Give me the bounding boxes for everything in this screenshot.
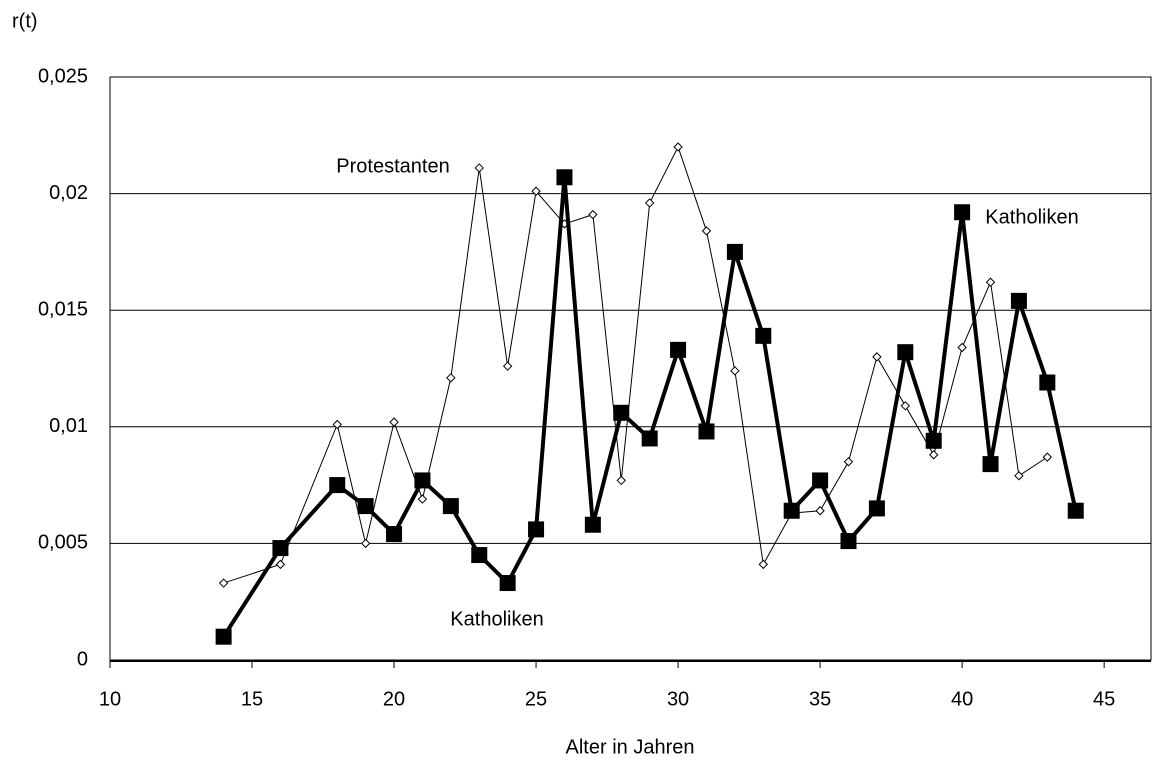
square-marker	[329, 477, 346, 494]
diamond-marker	[644, 198, 655, 208]
diamond-marker	[360, 538, 371, 549]
square-marker	[528, 521, 545, 538]
x-tick-label: 40	[951, 688, 973, 710]
series-line	[223, 145, 1048, 584]
square-marker	[1067, 502, 1084, 519]
x-tick-label: 20	[383, 688, 405, 710]
square-marker	[783, 502, 800, 519]
diamond-marker	[673, 142, 683, 152]
x-tick-label: 35	[809, 688, 831, 710]
diamond-marker	[332, 419, 342, 430]
diamond-marker	[872, 352, 882, 362]
square-marker	[471, 547, 488, 564]
square-marker	[499, 575, 516, 592]
x-tick-label: 45	[1093, 688, 1115, 710]
square-marker	[1010, 292, 1027, 309]
diamond-marker	[218, 578, 229, 588]
diamond-marker	[588, 209, 598, 220]
diamond-marker	[275, 559, 286, 570]
diamond-marker	[815, 506, 825, 516]
x-tick-label: 25	[525, 688, 547, 710]
square-marker	[812, 472, 829, 489]
square-marker	[613, 404, 630, 421]
square-marker	[897, 344, 914, 361]
diamond-marker	[758, 559, 768, 570]
square-marker	[954, 204, 971, 221]
diamond-marker	[1042, 452, 1053, 462]
square-marker	[556, 169, 573, 186]
x-tick-label: 10	[99, 688, 121, 710]
x-tick-label: 30	[667, 688, 689, 710]
y-tick-label: 0,025	[38, 65, 88, 87]
series-line	[221, 177, 1078, 638]
square-marker	[641, 430, 658, 447]
x-tick-label: 15	[241, 688, 263, 710]
square-marker	[1039, 374, 1056, 391]
series-annotation: Katholiken	[450, 608, 543, 630]
diamond-marker	[389, 417, 399, 427]
y-tick-label: 0,02	[49, 182, 88, 204]
diamond-marker	[474, 163, 484, 173]
square-marker	[272, 540, 289, 557]
square-marker	[215, 628, 232, 645]
square-marker	[414, 472, 431, 489]
square-marker	[584, 516, 601, 533]
diamond-marker	[843, 457, 854, 467]
diamond-marker	[701, 226, 712, 236]
diamond-marker	[446, 373, 456, 383]
square-marker	[726, 243, 743, 260]
y-tick-label: 0,01	[49, 415, 88, 437]
square-marker	[982, 456, 999, 473]
series-annotation: Protestanten	[336, 155, 449, 177]
square-marker	[357, 498, 374, 515]
square-marker	[670, 341, 687, 358]
y-axis-label: r(t)	[12, 10, 38, 32]
square-marker	[442, 498, 459, 515]
y-tick-label: 0	[77, 648, 88, 670]
square-marker	[386, 526, 403, 543]
square-marker	[698, 423, 715, 440]
square-marker	[840, 533, 857, 550]
y-tick-label: 0,005	[38, 532, 88, 554]
diamond-marker	[1014, 471, 1024, 481]
square-marker	[868, 500, 885, 517]
series-annotation: Katholiken	[985, 206, 1078, 228]
diamond-marker	[730, 366, 740, 376]
diamond-marker	[531, 186, 541, 196]
square-marker	[755, 327, 772, 344]
x-axis-label: Alter in Jahren	[566, 736, 695, 758]
diamond-marker	[502, 361, 513, 371]
diamond-marker	[900, 401, 911, 411]
diamond-marker	[957, 342, 967, 353]
y-tick-label: 0,015	[38, 298, 88, 320]
diamond-marker	[417, 494, 428, 504]
diamond-marker	[985, 277, 996, 287]
diamond-marker	[616, 475, 626, 486]
square-marker	[925, 432, 942, 449]
diamond-marker	[929, 450, 939, 460]
